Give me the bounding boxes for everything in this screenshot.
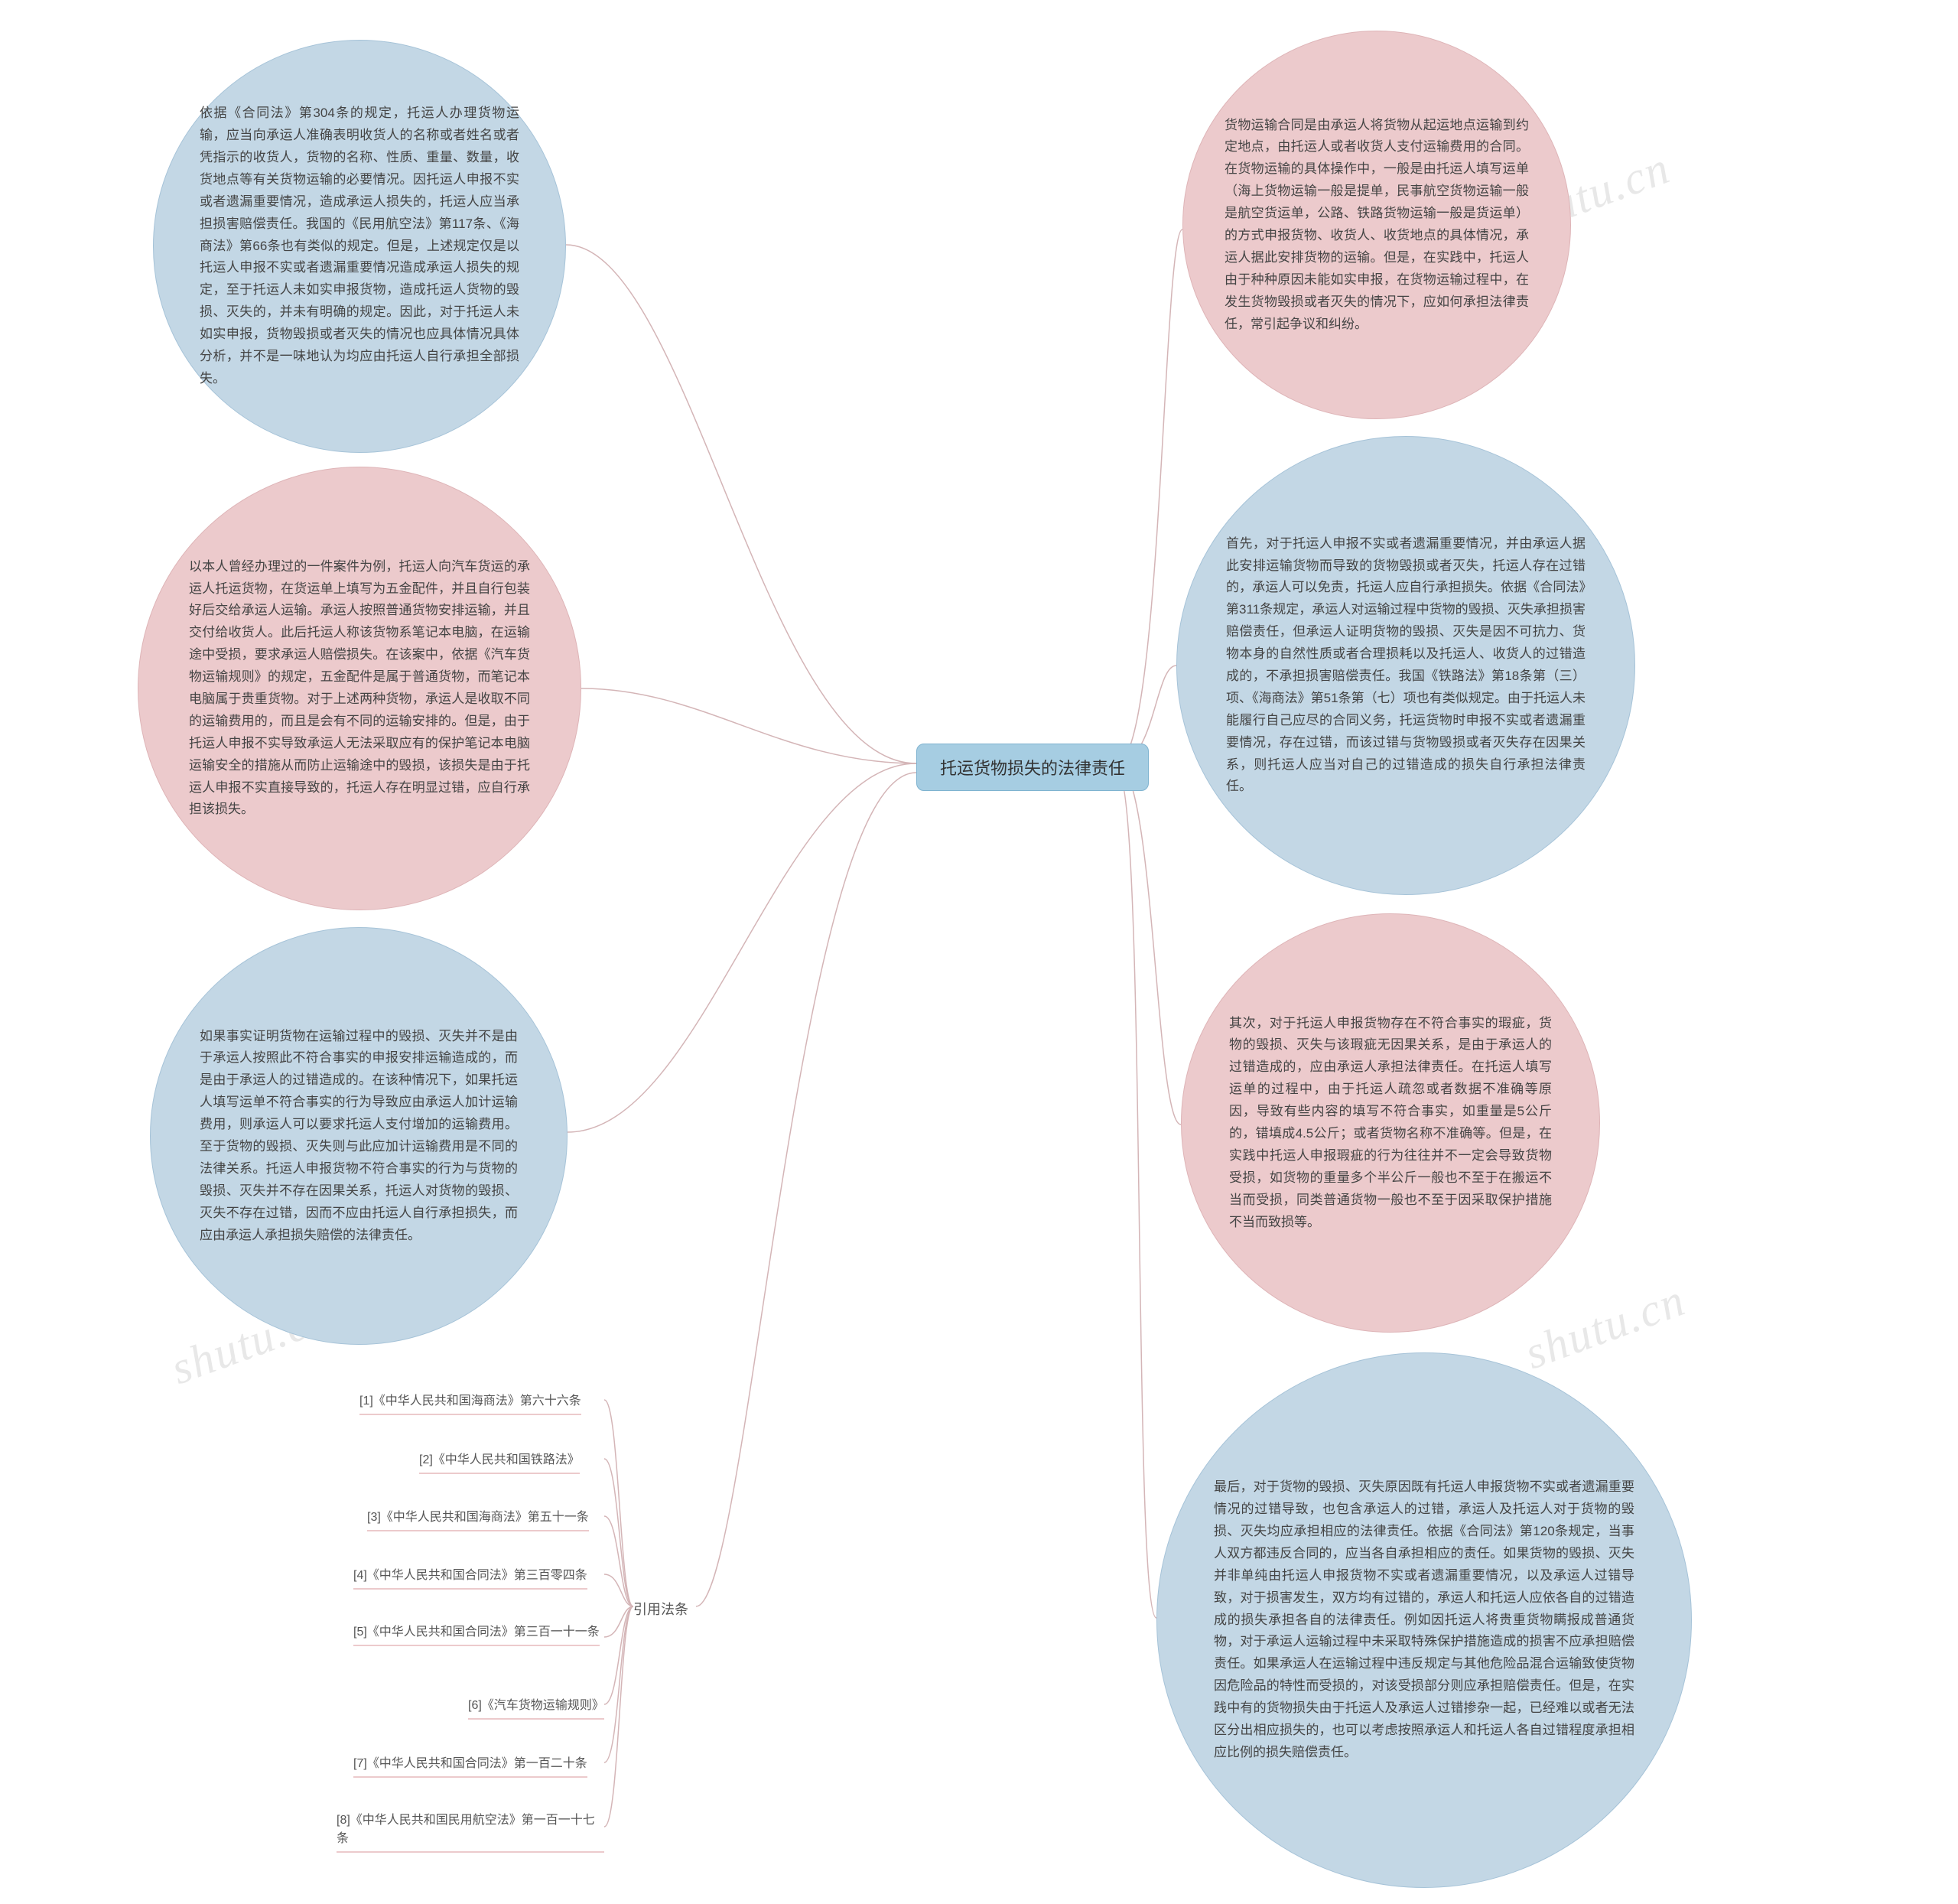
bubble-text: 其次，对于托运人申报货物存在不符合事实的瑕疵，货物的毁损、灭失与该瑕疵无因果关系… — [1229, 1013, 1552, 1234]
bubble-text: 首先，对于托运人申报不实或者遗漏重要情况，并由承运人据此安排运输货物而导致的货物… — [1226, 533, 1586, 799]
ref-item-3: [3]《中华人民共和国海商法》第五十一条 — [367, 1509, 589, 1531]
bubble-text: 如果事实证明货物在运输过程中的毁损、灭失并不是由于承运人按照此不符合事实的申报安… — [200, 1026, 518, 1247]
ref-item-8: [8]《中华人民共和国民用航空法》第一百一十七条 — [337, 1811, 604, 1853]
right-bubble-4: 最后，对于货物的毁损、灭失原因既有托运人申报货物不实或者遗漏重要情况的过错导致，… — [1156, 1352, 1692, 1888]
bubble-text: 最后，对于货物的毁损、灭失原因既有托运人申报货物不实或者遗漏重要情况的过错导致，… — [1214, 1476, 1634, 1764]
ref-item-4: [4]《中华人民共和国合同法》第三百零四条 — [353, 1567, 587, 1590]
ref-item-6: [6]《汽车货物运输规则》 — [468, 1697, 604, 1720]
center-node-label: 托运货物损失的法律责任 — [940, 759, 1125, 778]
ref-item-2: [2]《中华人民共和国铁路法》 — [419, 1451, 580, 1474]
left-bubble-1: 依据《合同法》第304条的规定，托运人办理货物运输，应当向承运人准确表明收货人的… — [153, 40, 566, 453]
watermark: shutu.cn — [1518, 1274, 1693, 1380]
right-bubble-2: 首先，对于托运人申报不实或者遗漏重要情况，并由承运人据此安排运输货物而导致的货物… — [1176, 436, 1635, 895]
right-bubble-1: 货物运输合同是由承运人将货物从起运地点运输到约定地点，由托运人或者收货人支付运输… — [1182, 31, 1571, 419]
ref-item-7: [7]《中华人民共和国合同法》第一百二十条 — [353, 1755, 587, 1778]
references-label: 引用法条 — [633, 1599, 688, 1619]
bubble-text: 依据《合同法》第304条的规定，托运人办理货物运输，应当向承运人准确表明收货人的… — [200, 103, 519, 390]
bubble-text: 货物运输合同是由承运人将货物从起运地点运输到约定地点，由托运人或者收货人支付运输… — [1225, 115, 1529, 336]
center-node: 托运货物损失的法律责任 — [916, 744, 1149, 791]
ref-item-5: [5]《中华人民共和国合同法》第三百一十一条 — [353, 1623, 600, 1646]
right-bubble-3: 其次，对于托运人申报货物存在不符合事实的瑕疵，货物的毁损、灭失与该瑕疵无因果关系… — [1181, 913, 1600, 1333]
left-bubble-3: 如果事实证明货物在运输过程中的毁损、灭失并不是由于承运人按照此不符合事实的申报安… — [150, 927, 568, 1345]
bubble-text: 以本人曾经办理过的一件案件为例，托运人向汽车货运的承运人托运货物，在货运单上填写… — [189, 556, 530, 822]
left-bubble-2: 以本人曾经办理过的一件案件为例，托运人向汽车货运的承运人托运货物，在货运单上填写… — [138, 467, 581, 910]
ref-item-1: [1]《中华人民共和国海商法》第六十六条 — [359, 1392, 581, 1415]
